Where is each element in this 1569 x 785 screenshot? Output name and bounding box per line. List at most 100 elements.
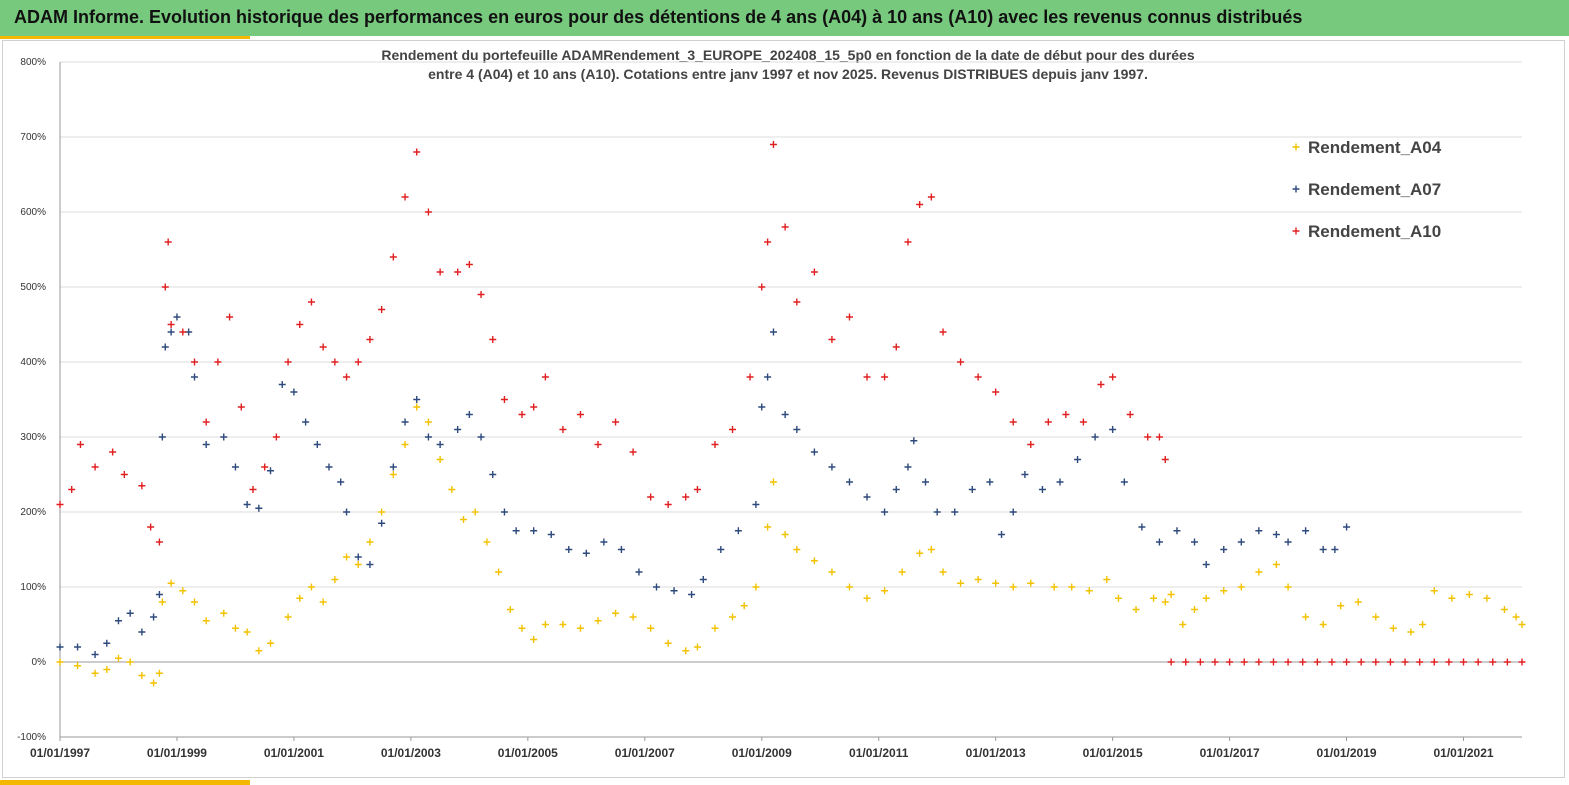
point-rendement-a07: [845, 478, 853, 486]
point-rendement-a07: [436, 441, 444, 448]
point-rendement-a04: [541, 621, 549, 628]
point-rendement-a07: [413, 396, 421, 403]
point-rendement-a04: [810, 557, 818, 565]
point-rendement-a04: [1191, 606, 1199, 613]
point-rendement-a04: [114, 654, 122, 662]
point-rendement-a10: [1328, 658, 1336, 666]
point-rendement-a04: [179, 587, 187, 595]
point-rendement-a07: [933, 508, 941, 516]
point-rendement-a07: [828, 463, 836, 471]
point-rendement-a04: [401, 441, 409, 448]
point-rendement-a07: [1302, 527, 1310, 535]
point-rendement-a10: [881, 373, 889, 381]
point-rendement-a10: [758, 283, 766, 291]
point-rendement-a04: [916, 549, 924, 557]
point-rendement-a07: [91, 651, 99, 658]
chart-title: Rendement du portefeuille ADAMRendement_…: [238, 46, 1338, 84]
point-rendement-a04: [1372, 613, 1380, 621]
point-rendement-a10: [594, 441, 602, 448]
point-rendement-a10: [68, 486, 76, 493]
point-rendement-a04: [1114, 594, 1122, 602]
point-rendement-a04: [413, 403, 421, 411]
point-rendement-a10: [331, 358, 339, 366]
point-rendement-a04: [1389, 624, 1397, 632]
point-rendement-a07: [278, 381, 286, 388]
point-rendement-a10: [343, 373, 351, 381]
point-rendement-a07: [158, 433, 166, 441]
point-rendement-a07: [74, 643, 82, 651]
point-rendement-a04: [255, 647, 263, 655]
point-rendement-a10: [664, 501, 672, 508]
point-rendement-a04: [828, 568, 836, 576]
point-rendement-a10: [272, 433, 280, 441]
point-rendement-a07: [1319, 546, 1327, 553]
point-rendement-a07: [138, 628, 146, 636]
y-tick-label: 200%: [20, 507, 46, 518]
point-rendement-a10: [828, 336, 836, 343]
x-tick-label: 01/01/1997: [30, 746, 90, 760]
point-rendement-a04: [126, 658, 134, 666]
point-rendement-a07: [881, 508, 889, 516]
point-rendement-a07: [1038, 486, 1046, 493]
point-rendement-a10: [764, 238, 772, 246]
point-rendement-a07: [477, 433, 485, 441]
point-rendement-a04: [594, 617, 602, 625]
point-rendement-a10: [1062, 411, 1070, 418]
point-rendement-a10: [147, 523, 155, 531]
point-rendement-a10: [1445, 658, 1453, 666]
point-rendement-a10: [1401, 658, 1409, 666]
point-rendement-a07: [161, 343, 169, 351]
point-rendement-a04: [74, 662, 82, 670]
point-rendement-a04: [267, 639, 275, 647]
point-rendement-a10: [436, 268, 444, 276]
point-rendement-a04: [506, 606, 514, 613]
point-rendement-a10: [465, 261, 473, 268]
point-rendement-a07: [951, 508, 959, 516]
point-rendement-a04: [1337, 602, 1345, 610]
point-rendement-a10: [296, 321, 304, 328]
point-rendement-a04: [1419, 621, 1427, 628]
legend-label: Rendement_A07: [1308, 180, 1441, 199]
point-rendement-a10: [91, 463, 99, 471]
chart-frame: [2, 40, 1565, 778]
point-rendement-a10: [1299, 658, 1307, 666]
point-rendement-a04: [974, 576, 982, 583]
x-tick-label: 01/01/1999: [147, 746, 207, 760]
point-rendement-a07: [56, 643, 64, 651]
point-rendement-a04: [483, 538, 491, 546]
x-tick-label: 01/01/2013: [966, 746, 1026, 760]
point-rendement-a10: [863, 373, 871, 381]
point-rendement-a10: [1503, 658, 1511, 666]
point-rendement-a07: [892, 486, 900, 493]
point-rendement-a07: [185, 328, 193, 336]
point-rendement-a07: [734, 527, 742, 535]
point-rendement-a04: [927, 546, 935, 553]
point-rendement-a04: [1220, 587, 1228, 595]
point-rendement-a10: [576, 411, 584, 418]
point-rendement-a04: [1354, 598, 1362, 606]
point-rendement-a04: [729, 613, 737, 621]
point-rendement-a07: [699, 576, 707, 583]
x-tick-label: 01/01/2009: [732, 746, 792, 760]
point-rendement-a10: [892, 343, 900, 351]
point-rendement-a10: [682, 493, 690, 501]
point-rendement-a07: [547, 531, 555, 538]
point-rendement-a10: [1416, 658, 1424, 666]
y-tick-label: -100%: [17, 732, 46, 743]
point-rendement-a10: [1144, 433, 1152, 441]
point-rendement-a07: [366, 561, 374, 568]
point-rendement-a10: [793, 298, 801, 306]
page-title: ADAM Informe. Evolution historique des p…: [14, 7, 1303, 27]
point-rendement-a04: [243, 628, 251, 636]
point-rendement-a07: [389, 463, 397, 471]
point-rendement-a07: [600, 538, 608, 546]
point-rendement-a10: [1489, 658, 1497, 666]
point-rendement-a07: [793, 426, 801, 433]
point-rendement-a10: [746, 373, 754, 381]
point-rendement-a10: [904, 238, 912, 246]
point-rendement-a07: [1021, 471, 1029, 478]
point-rendement-a10: [541, 373, 549, 381]
point-rendement-a07: [290, 388, 298, 396]
legend-marker: [1292, 227, 1300, 235]
